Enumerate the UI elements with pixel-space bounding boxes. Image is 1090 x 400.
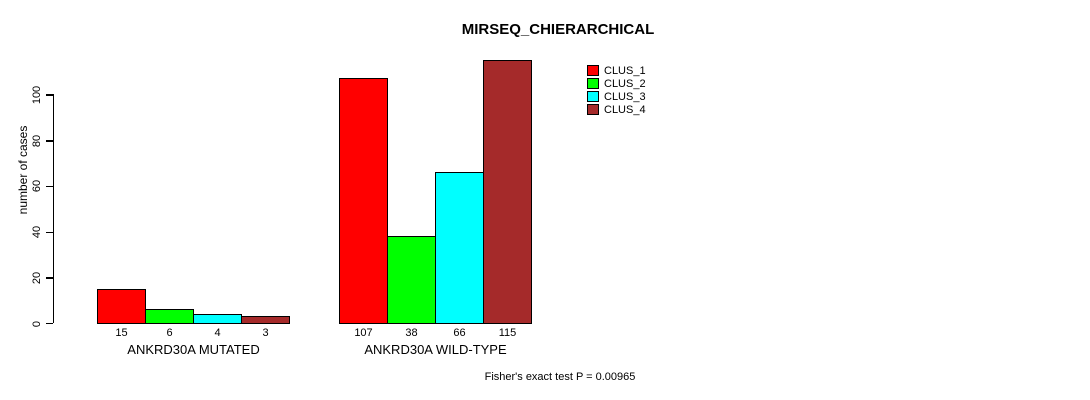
bar	[339, 78, 388, 324]
bar-value-label: 3	[262, 327, 269, 339]
y-axis-tick-label: 80	[31, 134, 43, 147]
bar	[241, 316, 290, 324]
y-axis-tick	[46, 277, 53, 279]
group-label: ANKRD30A MUTATED	[127, 342, 260, 357]
legend-swatch	[587, 65, 599, 76]
y-axis-tick	[46, 323, 53, 325]
bar-value-label: 6	[166, 327, 173, 339]
bar	[387, 236, 436, 324]
y-axis-title: number of cases	[16, 125, 30, 215]
bar-value-label: 4	[214, 327, 221, 339]
bar	[193, 313, 242, 324]
bar-value-label: 115	[498, 327, 517, 339]
legend-label: CLUS_1	[604, 64, 646, 77]
legend-item: CLUS_1	[587, 64, 646, 77]
bar-value-label: 107	[354, 327, 373, 339]
bar	[435, 172, 484, 324]
y-axis-tick-label: 40	[31, 225, 43, 239]
legend-swatch	[587, 91, 599, 102]
group-label: ANKRD30A WILD-TYPE	[364, 342, 507, 357]
legend-swatch	[587, 104, 599, 115]
y-axis-tick	[46, 231, 53, 233]
legend-label: CLUS_3	[604, 90, 646, 103]
y-axis-tick-label: 60	[31, 180, 43, 193]
y-axis-tick-label: 0	[31, 320, 43, 327]
legend: CLUS_1 CLUS_2 CLUS_3 CLUS_4	[587, 64, 646, 116]
bar	[145, 309, 194, 324]
footer-annotation: Fisher's exact test P = 0.00965	[484, 371, 636, 383]
bar-value-label: 66	[453, 327, 466, 339]
legend-item: CLUS_4	[587, 103, 646, 116]
bar	[483, 60, 532, 324]
legend-item: CLUS_3	[587, 90, 646, 103]
y-axis-tick	[46, 185, 53, 188]
bar	[97, 288, 146, 324]
y-axis-tick	[46, 94, 53, 96]
legend-swatch	[587, 78, 599, 89]
bar-value-label: 15	[115, 327, 128, 339]
legend-label: CLUS_2	[604, 77, 646, 90]
legend-item: CLUS_2	[587, 77, 646, 90]
bar-value-label: 38	[405, 327, 418, 339]
y-axis-tick-label: 20	[31, 271, 43, 284]
y-axis-line	[53, 94, 55, 323]
legend-label: CLUS_4	[604, 103, 646, 116]
y-axis-tick-label: 100	[31, 85, 43, 105]
chart-title: MIRSEQ_CHIERARCHICAL	[461, 21, 655, 38]
y-axis-tick	[46, 140, 53, 142]
